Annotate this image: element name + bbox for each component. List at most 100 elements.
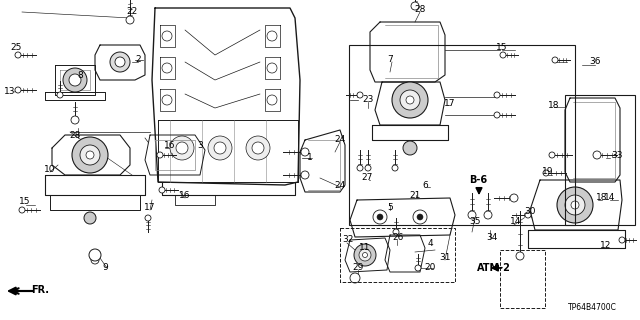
Circle shape [89, 249, 101, 261]
Text: B-6: B-6 [469, 175, 487, 185]
Circle shape [110, 52, 130, 72]
Circle shape [403, 141, 417, 155]
Text: 17: 17 [144, 204, 156, 212]
Circle shape [69, 74, 81, 86]
Circle shape [145, 215, 151, 221]
Circle shape [157, 152, 163, 158]
Circle shape [417, 214, 423, 220]
Text: 14: 14 [604, 194, 616, 203]
Circle shape [354, 244, 376, 266]
Text: 16: 16 [164, 140, 176, 149]
Text: 13: 13 [4, 87, 16, 97]
Circle shape [208, 136, 232, 160]
Circle shape [359, 249, 371, 261]
Text: 30: 30 [524, 207, 536, 217]
Circle shape [71, 116, 79, 124]
Circle shape [593, 151, 601, 159]
Circle shape [543, 170, 549, 176]
Circle shape [362, 252, 367, 258]
Circle shape [162, 63, 172, 73]
Circle shape [91, 256, 99, 264]
Circle shape [468, 211, 476, 219]
Circle shape [357, 165, 363, 171]
Text: 28: 28 [414, 5, 426, 14]
Circle shape [549, 152, 555, 158]
Circle shape [170, 136, 194, 160]
Text: 25: 25 [10, 44, 22, 52]
Circle shape [373, 210, 387, 224]
Text: 35: 35 [469, 218, 481, 227]
Text: 23: 23 [362, 95, 374, 105]
Circle shape [57, 92, 63, 98]
Text: TP64B4700C: TP64B4700C [568, 303, 616, 313]
Text: 31: 31 [439, 253, 451, 262]
Text: 3: 3 [197, 140, 203, 149]
Circle shape [15, 87, 21, 93]
Circle shape [84, 212, 96, 224]
Circle shape [393, 229, 399, 235]
Circle shape [214, 142, 226, 154]
Circle shape [365, 165, 371, 171]
Text: 11: 11 [359, 243, 371, 252]
Text: 33: 33 [611, 150, 623, 159]
Text: 34: 34 [486, 233, 498, 242]
Text: 9: 9 [102, 263, 108, 273]
Circle shape [406, 96, 414, 104]
Circle shape [246, 136, 270, 160]
Circle shape [86, 151, 94, 159]
Circle shape [80, 145, 100, 165]
Circle shape [162, 31, 172, 41]
Circle shape [115, 57, 125, 67]
Circle shape [357, 92, 363, 98]
Text: 32: 32 [342, 236, 354, 244]
Circle shape [377, 214, 383, 220]
Text: 24: 24 [334, 135, 346, 145]
Text: 4: 4 [427, 238, 433, 247]
Bar [500, 250, 545, 308]
Text: 26: 26 [392, 234, 404, 243]
Circle shape [126, 16, 134, 24]
Circle shape [484, 211, 492, 219]
Circle shape [516, 252, 524, 260]
Circle shape [267, 31, 277, 41]
Circle shape [619, 237, 625, 243]
Circle shape [552, 57, 558, 63]
Circle shape [510, 194, 518, 202]
Text: 36: 36 [589, 58, 601, 67]
Circle shape [392, 82, 428, 118]
Text: FR.: FR. [31, 285, 49, 295]
Circle shape [557, 187, 593, 223]
Circle shape [400, 90, 420, 110]
Circle shape [411, 2, 419, 10]
Text: 24: 24 [334, 180, 346, 189]
Text: 16: 16 [179, 190, 191, 199]
Circle shape [494, 92, 500, 98]
Text: 22: 22 [126, 7, 138, 17]
Text: 5: 5 [387, 204, 393, 212]
Text: 8: 8 [77, 70, 83, 79]
Text: 15: 15 [496, 44, 508, 52]
Circle shape [301, 171, 309, 179]
Circle shape [351, 274, 359, 282]
Circle shape [176, 142, 188, 154]
Circle shape [19, 207, 25, 213]
Circle shape [500, 52, 506, 58]
Text: 20: 20 [424, 263, 436, 273]
Text: 12: 12 [600, 241, 612, 250]
Circle shape [267, 63, 277, 73]
Text: 14: 14 [510, 218, 522, 227]
Text: 28: 28 [69, 131, 81, 140]
Text: ATM-2: ATM-2 [477, 263, 511, 273]
Text: 18: 18 [596, 194, 608, 203]
Text: 2: 2 [135, 55, 141, 65]
Bar [565, 95, 635, 225]
Text: 1: 1 [307, 154, 313, 163]
Text: 18: 18 [548, 100, 560, 109]
Circle shape [415, 265, 421, 271]
Text: 6: 6 [422, 180, 428, 189]
Circle shape [159, 187, 165, 193]
Text: 19: 19 [542, 167, 554, 177]
Circle shape [252, 142, 264, 154]
Circle shape [162, 95, 172, 105]
Text: 15: 15 [19, 197, 31, 206]
